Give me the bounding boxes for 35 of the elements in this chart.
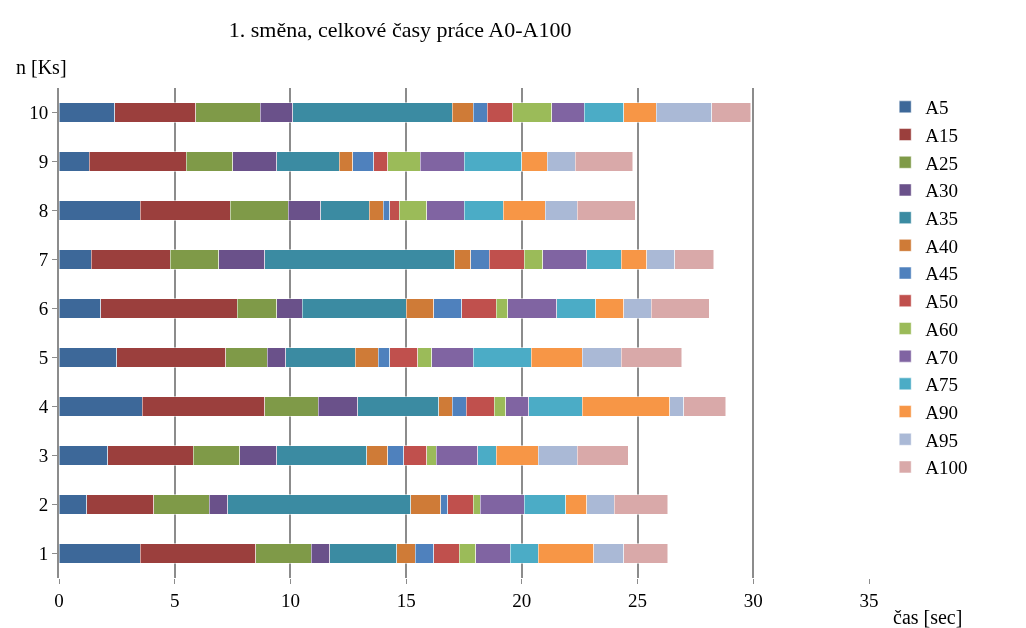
legend-label: A60 [925,318,958,340]
y-tick-label: 7 [38,249,49,271]
legend-label: A5 [925,97,949,119]
legend-label: A45 [925,263,958,285]
y-tick-label: 6 [38,298,49,320]
legend-label: A70 [925,346,958,368]
x-tick-label: 30 [743,589,763,611]
legend-label: A25 [925,152,958,174]
legend-label: A50 [925,291,958,313]
y-tick-label: 9 [38,151,49,173]
x-tick-label: 0 [54,589,64,611]
y-tick-label: 10 [29,102,49,124]
legend-label: A40 [925,235,958,257]
legend-label: A15 [925,124,958,146]
legend-label: A90 [925,401,958,423]
y-tick-label: 5 [38,347,49,369]
legend-label: A75 [925,374,958,396]
y-tick-label: 4 [38,396,49,418]
x-axis-title: čas [sec] [893,606,963,628]
legend-label: A35 [925,208,958,230]
y-tick-label: 3 [38,445,49,467]
legend-label: A100 [925,457,968,479]
y-axis-title: n [Ks] [16,56,67,78]
y-tick-label: 1 [38,543,49,565]
x-tick-label: 15 [396,589,416,611]
legend-label: A30 [925,180,958,202]
x-tick-label: 20 [512,589,532,611]
chart-title: 1. směna, celkové časy práce A0-A100 [228,17,572,43]
x-tick-label: 10 [280,589,300,611]
x-tick-label: 5 [169,589,180,611]
x-tick-label: 25 [628,589,648,611]
y-tick-label: 8 [38,200,49,222]
x-tick-label: 35 [859,589,879,611]
legend-label: A95 [925,429,958,451]
y-tick-label: 2 [38,494,49,516]
